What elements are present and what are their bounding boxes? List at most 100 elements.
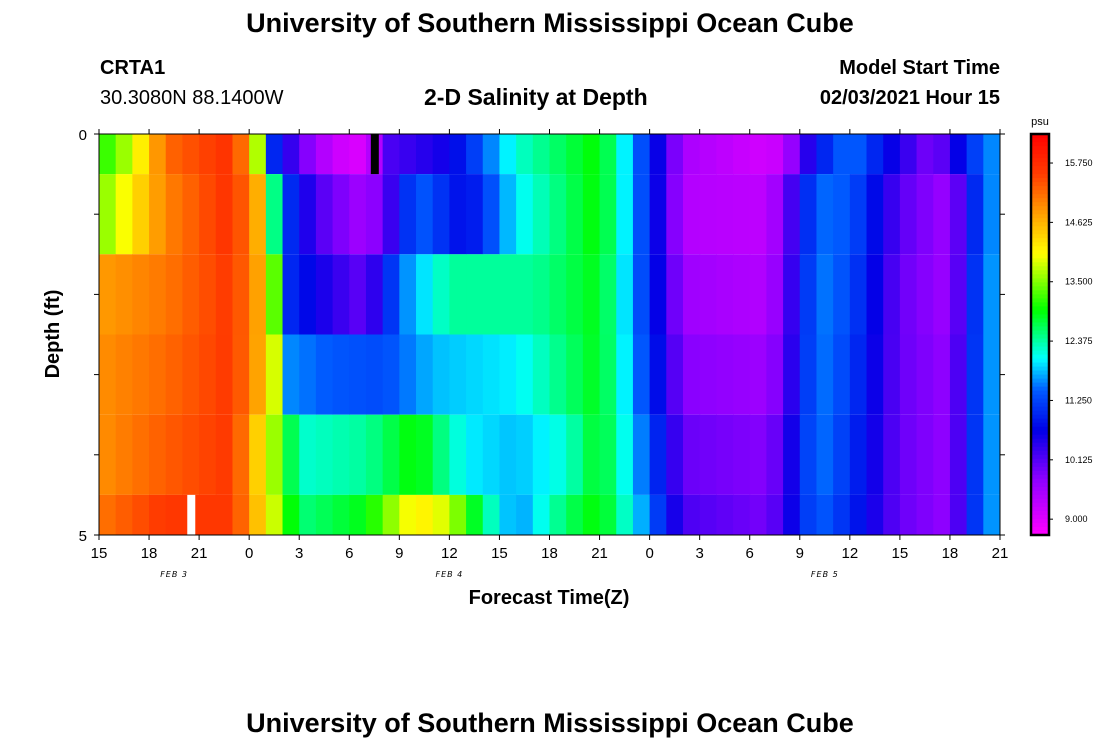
heatmap-cell bbox=[866, 254, 884, 335]
heatmap-cell bbox=[115, 334, 133, 415]
colorbar-segment bbox=[1031, 470, 1049, 476]
heatmap-cell bbox=[733, 174, 751, 255]
heatmap-cell bbox=[416, 414, 434, 495]
colorbar-segment bbox=[1031, 150, 1049, 155]
colorbar-segment bbox=[1031, 218, 1049, 223]
heatmap-cell bbox=[449, 254, 467, 335]
heatmap-cell bbox=[632, 254, 651, 335]
colorbar-segment bbox=[1031, 194, 1049, 199]
colorbar-segment bbox=[1031, 414, 1049, 420]
colorbar-segment bbox=[1031, 318, 1049, 323]
colorbar-segment bbox=[1031, 298, 1049, 303]
heatmap-cell bbox=[265, 494, 284, 535]
colorbar-segment bbox=[1031, 466, 1049, 472]
heatmap-cell bbox=[949, 334, 968, 415]
heatmap-cell bbox=[449, 334, 467, 415]
colorbar-segment bbox=[1031, 374, 1049, 380]
heatmap-cell bbox=[466, 334, 484, 415]
heatmap-cell bbox=[199, 254, 217, 335]
heatmap-cell bbox=[282, 334, 300, 415]
colorbar-segment bbox=[1031, 146, 1049, 151]
colorbar-segment bbox=[1031, 190, 1049, 195]
heatmap-cell bbox=[165, 134, 183, 175]
heatmap-cell bbox=[599, 334, 617, 415]
heatmap-cell bbox=[432, 494, 450, 535]
heatmap-cell bbox=[299, 254, 317, 335]
heatmap-cell bbox=[632, 494, 651, 535]
colorbar-segment bbox=[1031, 462, 1049, 468]
heatmap-cell bbox=[666, 494, 684, 535]
y-axis-label: Depth (ft) bbox=[42, 290, 64, 379]
heatmap-cell bbox=[115, 414, 133, 495]
heatmap-cell bbox=[783, 134, 801, 175]
heatmap-cell bbox=[99, 174, 117, 255]
colorbar-segment bbox=[1031, 286, 1049, 291]
heatmap-cell bbox=[649, 254, 667, 335]
colorbar-segment bbox=[1031, 526, 1049, 532]
heatmap-cell bbox=[883, 494, 901, 535]
colorbar-segment bbox=[1031, 294, 1049, 299]
colorbar-segment bbox=[1031, 186, 1049, 191]
heatmap-cell bbox=[249, 334, 267, 415]
heatmap-cell bbox=[599, 174, 617, 255]
heatmap-cell bbox=[899, 174, 918, 255]
heatmap-cell bbox=[716, 334, 734, 415]
time-marker bbox=[370, 134, 379, 175]
colorbar-segment bbox=[1031, 370, 1049, 376]
heatmap-cell bbox=[282, 414, 300, 495]
y-axis: 05 bbox=[79, 127, 1005, 545]
heatmap-cell bbox=[949, 414, 968, 495]
date-label: FEB 4 bbox=[435, 570, 463, 579]
time-markers bbox=[187, 134, 379, 535]
heatmap-cell bbox=[899, 254, 918, 335]
colorbar-segment bbox=[1031, 518, 1049, 524]
colorbar-segment bbox=[1031, 170, 1049, 175]
heatmap-cell bbox=[482, 334, 500, 415]
heatmap-cell bbox=[182, 174, 200, 255]
colorbar-segment bbox=[1031, 402, 1049, 408]
heatmap-cell bbox=[649, 174, 667, 255]
heatmap-cell bbox=[916, 334, 934, 415]
heatmap-cell bbox=[532, 174, 550, 255]
colorbar-segment bbox=[1031, 274, 1049, 279]
heatmap-cell bbox=[282, 174, 300, 255]
heatmap-cell bbox=[766, 414, 784, 495]
heatmap-cell bbox=[182, 254, 200, 335]
colorbar-segment bbox=[1031, 434, 1049, 440]
heatmap-cell bbox=[449, 174, 467, 255]
heatmap-cell bbox=[249, 494, 267, 535]
heatmap-cell bbox=[966, 134, 984, 175]
heatmap-cell bbox=[849, 334, 868, 415]
heatmap-cell bbox=[733, 414, 751, 495]
heatmap-cell bbox=[282, 254, 300, 335]
colorbar-segment bbox=[1031, 450, 1049, 456]
heatmap-cell bbox=[499, 334, 517, 415]
heatmap-cell bbox=[666, 254, 684, 335]
colorbar-segment bbox=[1031, 206, 1049, 211]
heatmap-cell bbox=[249, 174, 267, 255]
heatmap-cell bbox=[516, 334, 534, 415]
heatmap-cell bbox=[332, 334, 350, 415]
heatmap-cell bbox=[132, 134, 150, 175]
heatmap-cell bbox=[532, 494, 550, 535]
heatmap-cell bbox=[232, 174, 250, 255]
heatmap-cell bbox=[716, 254, 734, 335]
x-tick-label: 15 bbox=[892, 545, 909, 562]
heatmap-cell bbox=[549, 414, 567, 495]
colorbar-segment bbox=[1031, 398, 1049, 404]
heatmap-cell bbox=[766, 174, 784, 255]
heatmap-cell bbox=[516, 254, 534, 335]
heatmap-cell bbox=[332, 414, 350, 495]
heatmap-cell bbox=[649, 134, 667, 175]
heatmap-cell bbox=[365, 254, 384, 335]
heatmap-cell bbox=[149, 414, 167, 495]
heatmap-cell bbox=[466, 254, 484, 335]
colorbar-segment bbox=[1031, 158, 1049, 163]
heatmap-cell bbox=[799, 414, 817, 495]
x-tick-label: 9 bbox=[395, 545, 403, 562]
heatmap-cell bbox=[349, 414, 367, 495]
colorbar-segment bbox=[1031, 354, 1049, 360]
heatmap-cell bbox=[466, 494, 484, 535]
heatmap-cell bbox=[466, 414, 484, 495]
heatmap-cell bbox=[616, 414, 634, 495]
